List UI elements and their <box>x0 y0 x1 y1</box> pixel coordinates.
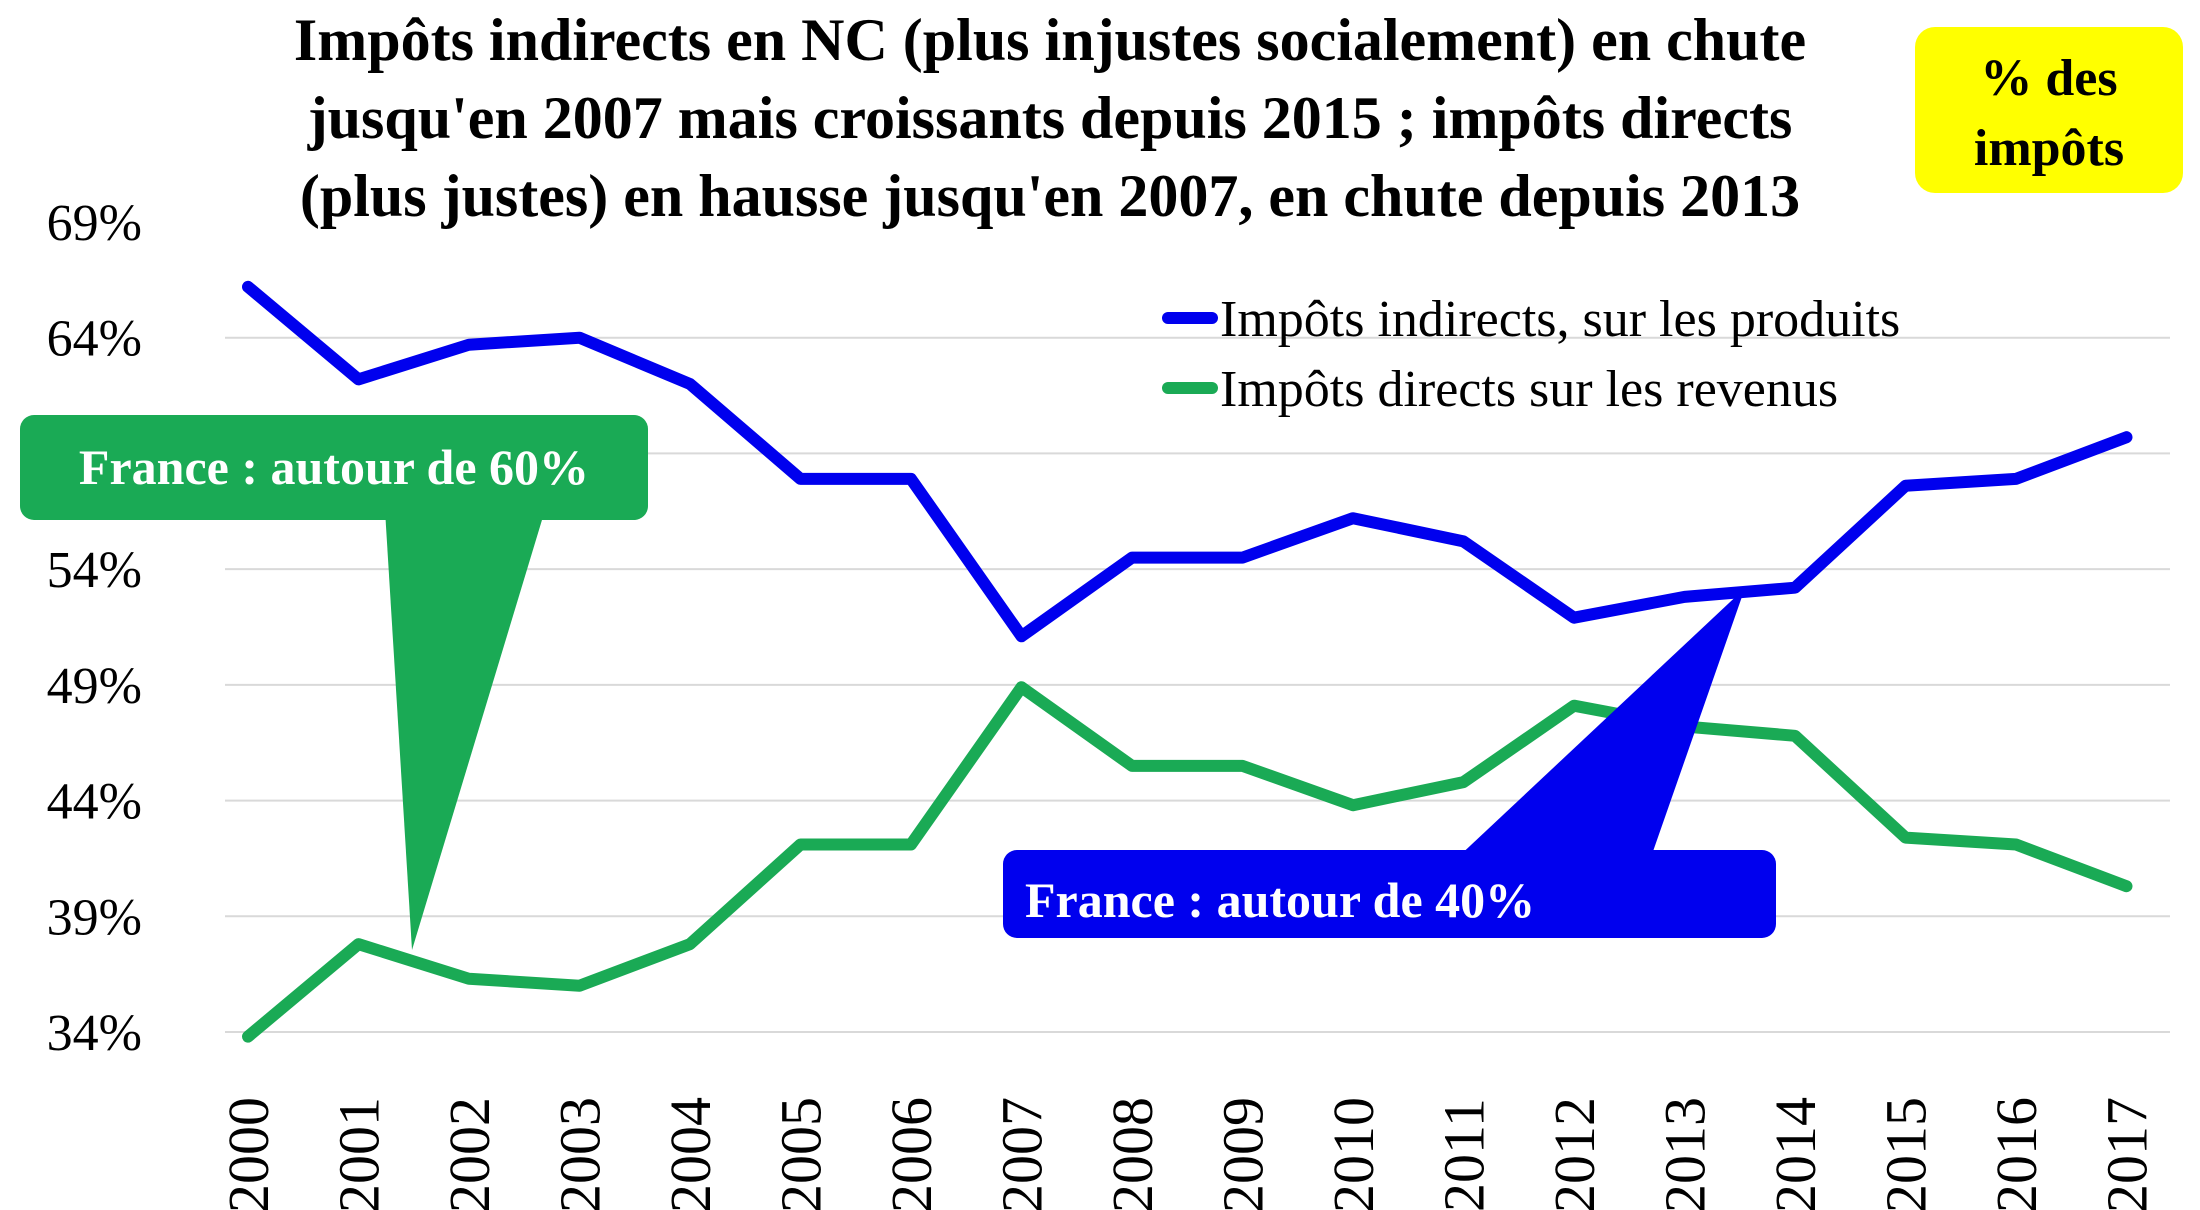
data-point <box>243 281 253 292</box>
x-tick-label: 2004 <box>658 1097 723 1210</box>
data-point <box>1679 591 1690 602</box>
data-point <box>685 939 695 950</box>
data-point <box>574 980 585 991</box>
data-point <box>1237 760 1248 771</box>
data-point <box>1016 682 1027 693</box>
x-axis-ticks: 2000 2001 2002 2003 2004 2005 2006 2007 2008 2009… <box>216 1097 2160 1210</box>
x-tick-label: 2002 <box>437 1097 502 1210</box>
data-point <box>1569 612 1579 623</box>
data-point <box>353 939 364 950</box>
unit-badge: % des impôts <box>1915 27 2183 193</box>
y-axis-ticks: 34%39%44%49%54%59%64%69% <box>47 195 142 1062</box>
x-tick-label: 2016 <box>1984 1097 2049 1210</box>
data-point <box>1127 552 1137 563</box>
data-point <box>464 339 474 350</box>
unit-badge-background <box>1915 27 2183 193</box>
data-point <box>2121 881 2132 892</box>
y-tick-label: 69% <box>47 195 142 252</box>
x-tick-label: 2001 <box>327 1097 392 1210</box>
series-lines <box>242 280 2133 1043</box>
x-tick-label: 2003 <box>548 1097 613 1210</box>
data-point <box>1348 513 1358 524</box>
data-point <box>2011 839 2021 850</box>
x-tick-label: 2011 <box>1432 1098 1497 1210</box>
y-tick-label: 54% <box>47 542 142 599</box>
data-point <box>906 473 916 484</box>
x-tick-label: 2013 <box>1653 1097 1718 1210</box>
data-point <box>2011 473 2021 484</box>
title-line-2: jusqu'en 2007 mais croissants depuis 201… <box>307 85 1793 151</box>
data-point <box>1790 582 1800 593</box>
data-point <box>1127 760 1137 771</box>
chart-title: Impôts indirects en NC (plus injustes so… <box>294 7 1806 229</box>
y-tick-label: 44% <box>47 774 142 831</box>
data-point <box>1458 536 1469 547</box>
data-point <box>1458 777 1469 788</box>
data-point <box>1569 700 1579 711</box>
data-point <box>1900 480 1911 491</box>
x-tick-label: 2005 <box>769 1097 834 1210</box>
data-point <box>1237 552 1248 563</box>
data-point <box>2121 432 2132 443</box>
data-point <box>1348 800 1358 811</box>
data-point <box>574 332 585 343</box>
x-tick-label: 2007 <box>990 1097 1055 1210</box>
data-point <box>1016 631 1027 642</box>
callout-blue: France : autour de 40% <box>1003 588 1776 938</box>
data-point <box>1900 832 1911 843</box>
data-point <box>685 379 695 389</box>
x-tick-label: 2015 <box>1874 1097 1939 1210</box>
title-line-1: Impôts indirects en NC (plus injustes so… <box>294 7 1806 73</box>
x-tick-label: 2000 <box>216 1097 281 1210</box>
series-line-direct <box>242 681 2133 1043</box>
x-tick-label: 2010 <box>1321 1097 1386 1210</box>
legend: Impôts indirects, sur les produits Impôt… <box>1162 291 1900 418</box>
callout-green-label: France : autour de 60% <box>79 439 589 495</box>
title-line-3: (plus justes) en hausse jusqu'en 2007, e… <box>300 163 1800 229</box>
data-point <box>906 839 916 850</box>
x-tick-label: 2008 <box>1100 1097 1165 1210</box>
y-tick-label: 39% <box>47 889 142 946</box>
unit-badge-line-2: impôts <box>1974 120 2124 177</box>
callout-green: France : autour de 60% <box>20 415 648 950</box>
x-tick-label: 2012 <box>1542 1097 1607 1210</box>
series-line-indirect <box>242 280 2133 643</box>
data-point <box>795 839 806 850</box>
data-point <box>464 973 474 984</box>
callout-green-box <box>20 415 648 520</box>
data-point <box>795 473 806 484</box>
y-tick-label: 34% <box>47 1005 142 1062</box>
legend-label-direct: Impôts directs sur les revenus <box>1220 361 1838 418</box>
x-tick-label: 2014 <box>1763 1097 1828 1210</box>
x-tick-label: 2017 <box>2095 1097 2160 1210</box>
legend-label-indirect: Impôts indirects, sur les produits <box>1220 291 1900 348</box>
callout-blue-label: France : autour de 40% <box>1025 872 1535 928</box>
unit-badge-line-1: % des <box>1980 50 2117 107</box>
callout-blue-pointer <box>1455 588 1745 860</box>
y-tick-label: 64% <box>47 311 142 368</box>
data-point <box>353 374 364 385</box>
data-point <box>1790 730 1800 741</box>
x-tick-label: 2009 <box>1211 1097 1276 1210</box>
data-point <box>243 1031 253 1042</box>
callout-green-pointer <box>385 510 545 950</box>
x-tick-label: 2006 <box>879 1097 944 1210</box>
callout-blue-box <box>1003 850 1776 938</box>
y-tick-label: 49% <box>47 658 142 715</box>
